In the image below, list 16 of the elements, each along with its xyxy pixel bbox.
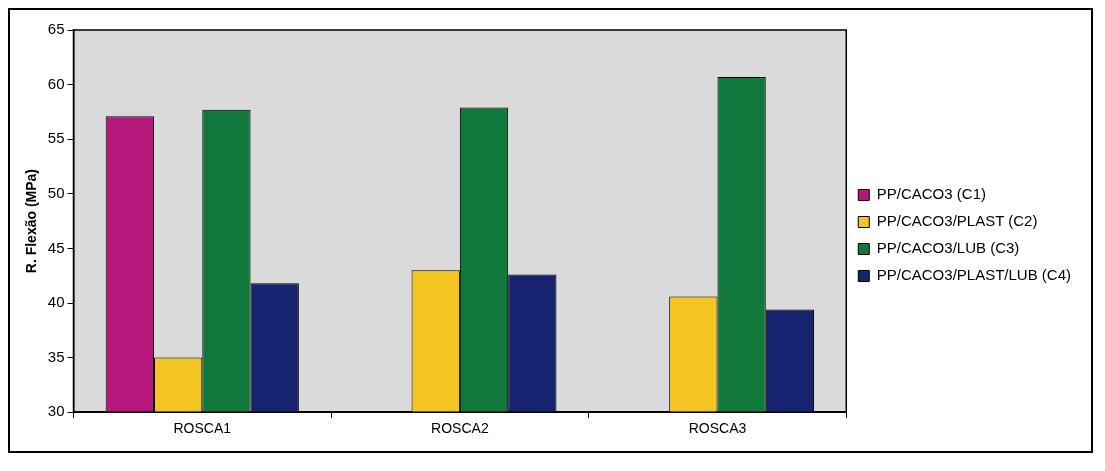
y-axis-title: R. Flexão (MPa) <box>23 168 40 274</box>
y-tick-label: 50 <box>47 183 65 201</box>
x-tick-label: ROSCA2 <box>431 420 489 437</box>
y-tick-label: 35 <box>47 347 65 365</box>
legend-label: PP/CACO3/LUB (C3) <box>876 239 1020 257</box>
x-tick-label: ROSCA3 <box>688 420 747 437</box>
y-tick-label: 30 <box>47 402 65 420</box>
y-tick-label: 55 <box>47 129 65 147</box>
legend-label: PP/CACO3/PLAST/LUB (C4) <box>876 266 1072 284</box>
y-tick-label: 65 <box>47 20 65 38</box>
x-tick-label: ROSCA1 <box>173 420 232 437</box>
y-tick-label: 60 <box>47 74 65 92</box>
y-tick-label: 40 <box>47 293 65 311</box>
y-tick-label: 45 <box>47 238 65 256</box>
legend-label: PP/CACO3/PLAST (C2) <box>876 212 1038 230</box>
legend-label: PP/CACO3 (C1) <box>876 185 986 203</box>
